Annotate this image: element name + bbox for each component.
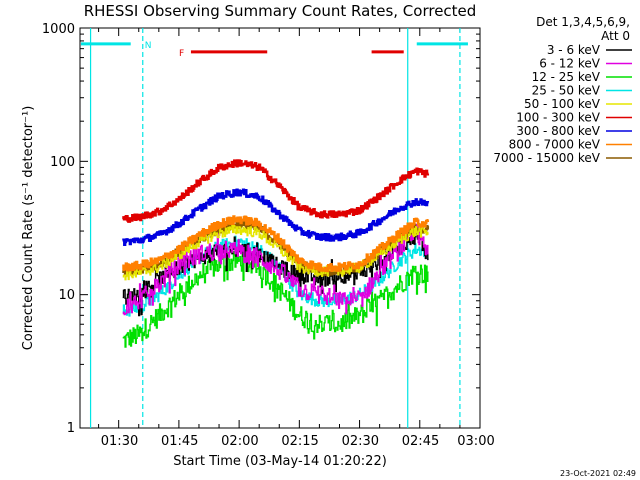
legend-label: 800 - 7000 keV — [509, 138, 601, 152]
legend-header-line: Att 0 — [601, 29, 630, 43]
legend-label: 100 - 300 keV — [516, 111, 600, 125]
plot-frame — [79, 27, 481, 429]
legend-label: 6 - 12 keV — [539, 57, 601, 71]
night-marker-label: N — [145, 41, 152, 51]
x-tick-label: 01:30 — [101, 434, 138, 449]
x-tick-label: 02:00 — [221, 434, 258, 449]
y-tick-labels: 1 10 100 1000 — [42, 22, 75, 436]
interval-markers: NF — [81, 28, 468, 428]
series-line — [122, 188, 430, 246]
legend-header-line: Det 1,3,4,5,6,9, — [536, 15, 630, 29]
series-line — [122, 250, 429, 348]
series-line — [122, 159, 430, 223]
y-tick-label: 100 — [50, 155, 75, 170]
x-tick-label: 02:30 — [342, 434, 379, 449]
x-tick-label: 02:15 — [281, 434, 318, 449]
legend-label: 12 - 25 keV — [532, 70, 601, 84]
x-tick-label: 03:00 — [457, 434, 494, 449]
timestamp-footer: 23-Oct-2021 02:49 — [560, 469, 636, 478]
y-tick-label: 1 — [67, 421, 75, 436]
series-line — [122, 223, 429, 316]
flare-marker-label: F — [179, 49, 184, 59]
legend-label: 25 - 50 keV — [532, 84, 601, 98]
x-tick-label: 02:45 — [402, 434, 439, 449]
x-tick-label: 01:45 — [161, 434, 198, 449]
y-tick-label: 1000 — [42, 22, 75, 37]
y-tick-label: 10 — [58, 288, 75, 303]
series-line — [122, 215, 430, 273]
legend-label: 3 - 6 keV — [547, 43, 601, 57]
legend-label: 7000 - 15000 keV — [493, 151, 600, 165]
x-axis-label: Start Time (03-May-14 01:20:22) — [173, 454, 387, 469]
series-layer — [122, 159, 430, 348]
legend-label: 300 - 800 keV — [516, 124, 600, 138]
legend-label: 50 - 100 keV — [524, 97, 601, 111]
y-axis-label: Corrected Count Rate (s⁻¹ detector⁻¹) — [21, 106, 36, 351]
chart-title: RHESSI Observing Summary Count Rates, Co… — [84, 2, 477, 20]
axis-ticks — [80, 27, 481, 429]
x-tick-labels: 01:30 01:45 02:00 02:15 02:30 02:45 03:0… — [101, 434, 495, 449]
